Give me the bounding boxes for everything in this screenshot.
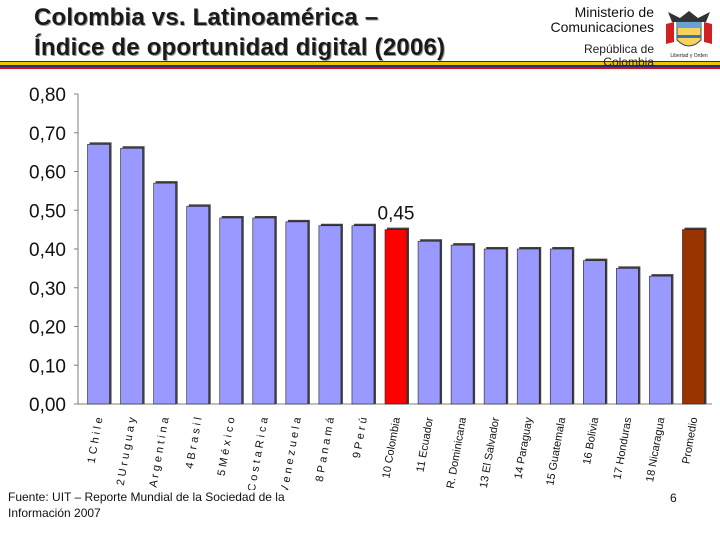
- bar: [285, 221, 309, 405]
- x-category-label: 12 R. Dominicana: [442, 416, 469, 490]
- x-category-label: 18 Nicaragua: [644, 416, 667, 483]
- left-flag: [666, 22, 674, 44]
- x-axis-labels: 1 C h i l e 2 U r u g u a y 3 A r g e n t …: [86, 416, 701, 490]
- x-category-label: 1 C h i l e: [86, 416, 106, 464]
- x-category-label: 7 V e n e z u e l a: [277, 416, 304, 490]
- bar: [450, 244, 474, 405]
- page-number: 6: [670, 491, 677, 505]
- bar: [483, 248, 507, 405]
- bar-colombia: [384, 229, 408, 405]
- bar: [351, 225, 375, 405]
- bar: [549, 248, 573, 405]
- bar-series: [87, 142, 707, 405]
- bar: [219, 217, 243, 405]
- y-tick-label: 0,10: [29, 356, 66, 377]
- x-category-label: 13 El Salvador: [478, 416, 502, 489]
- bar: [186, 206, 209, 405]
- y-tick-label: 0,50: [29, 201, 66, 222]
- crest-motto: Libertad y Orden: [670, 53, 707, 59]
- y-axis: 0,00 0,10 0,20 0,30 0,40 0,50 0,60 0,70 0,80: [29, 85, 712, 416]
- x-category-label: 2 U r u g u a y: [115, 416, 139, 487]
- x-category-label: 16 Bolivia: [581, 416, 601, 466]
- bar: [87, 144, 110, 405]
- y-tick-label: 0,70: [29, 124, 66, 145]
- slide-title-line-2: Índice de oportunidad digital (2006): [34, 34, 446, 61]
- flag-stripe-red: [0, 67, 720, 69]
- right-flag: [704, 22, 712, 44]
- y-tick-label: 0,30: [29, 279, 66, 300]
- x-category-label: Promedio: [680, 416, 700, 464]
- y-tick-label: 0,60: [29, 163, 66, 184]
- republic-name-line-1: República de: [583, 42, 654, 56]
- flag-stripe-yellow: [0, 62, 720, 65]
- x-category-label: 14 Paraguay: [513, 416, 536, 480]
- y-tick-label: 0,80: [29, 85, 66, 106]
- x-category-label: 17 Honduras: [612, 416, 635, 481]
- republic-name-line-2: Colombia: [603, 55, 654, 69]
- ministry-name-line-1: Ministerio de: [574, 4, 654, 20]
- y-tick-label: 0,20: [29, 318, 66, 339]
- x-category-label: 9 P e r ú: [351, 416, 370, 459]
- ministry-name-line-2: Comunicaciones: [550, 19, 655, 35]
- bar: [649, 275, 672, 405]
- x-category-label: 15 Guatemala: [544, 416, 568, 487]
- flag-stripe-blue: [0, 65, 720, 67]
- bar: [616, 268, 639, 405]
- bar: [318, 225, 342, 405]
- x-category-label: 3 A r g e n t i n a: [146, 416, 172, 490]
- x-category-label: 4 B r a s i l: [184, 416, 205, 469]
- bar: [252, 217, 276, 405]
- y-tick-label: 0,40: [29, 240, 66, 261]
- bar: [120, 147, 143, 405]
- shield-chief: [677, 22, 701, 28]
- condor-wings: [668, 11, 710, 22]
- source-note: Fuente: UIT – Reporte Mundial de la Soci…: [8, 490, 285, 504]
- slide-title-line-1: Colombia vs. Latinoamérica –: [34, 4, 379, 31]
- header-divider: [0, 61, 720, 62]
- x-category-label: 5 M é x i c o: [216, 416, 238, 476]
- x-category-label: 11 Ecuador: [415, 416, 437, 473]
- bar-chart: 0,00 0,10 0,20 0,30 0,40 0,50 0,60 0,70 0,80 1 C…: [29, 85, 712, 490]
- x-category-label: 10 Colombia: [380, 416, 403, 480]
- x-category-label: 8 P a n a m á: [314, 416, 337, 483]
- bar: [153, 182, 176, 405]
- bar: [417, 240, 441, 405]
- shield-base-band: [677, 35, 701, 38]
- y-tick-label: 0,00: [29, 395, 66, 416]
- source-note-line-2: Información 2007: [8, 506, 101, 520]
- bar: [516, 248, 540, 405]
- bar-average: [682, 229, 705, 405]
- x-category-label: 6 C o s t a R i c a: [244, 416, 271, 490]
- bar: [583, 260, 606, 405]
- coat-of-arms-icon: Libertad y Orden: [666, 11, 712, 59]
- colombia-value-annotation: 0,45: [378, 204, 415, 225]
